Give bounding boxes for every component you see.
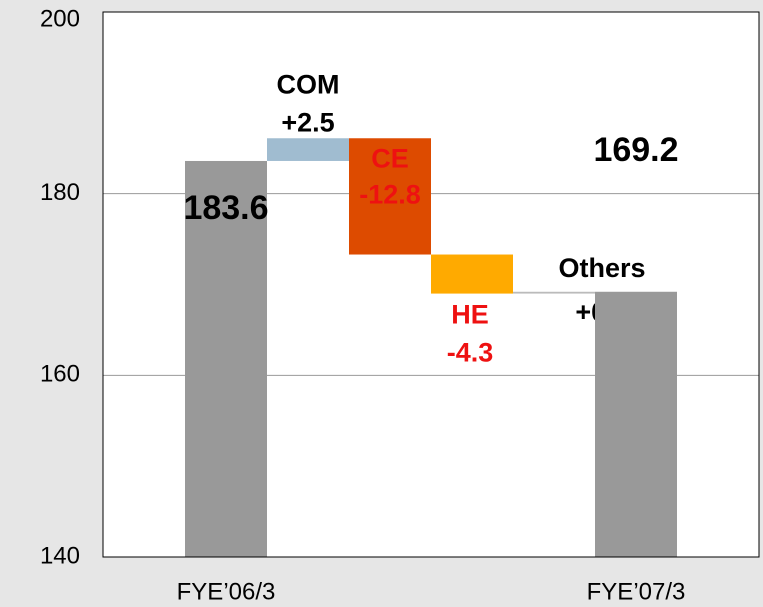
bar bbox=[267, 138, 349, 161]
bar bbox=[349, 138, 431, 255]
y-tick-label: 180 bbox=[40, 179, 80, 206]
step-label: Others bbox=[558, 253, 645, 283]
value-label: 183.6 bbox=[183, 189, 268, 227]
plot-border bbox=[102, 11, 760, 558]
step-label: HE bbox=[451, 300, 489, 330]
value-label: +2.5 bbox=[281, 107, 334, 137]
bar bbox=[431, 254, 513, 294]
bar bbox=[513, 291, 595, 294]
value-label: 169.2 bbox=[593, 131, 678, 169]
step-label: CE bbox=[371, 143, 409, 173]
y-tick-label: 160 bbox=[40, 361, 80, 388]
x-tick-label: FYE’06/3 bbox=[177, 578, 276, 605]
y-tick-label: 200 bbox=[40, 5, 80, 32]
bar bbox=[595, 291, 677, 557]
step-label: COM bbox=[277, 69, 340, 99]
value-label: -12.8 bbox=[359, 179, 421, 209]
x-tick-label: FYE’07/3 bbox=[587, 578, 686, 605]
bar bbox=[185, 160, 267, 557]
y-tick-label: 140 bbox=[40, 542, 80, 569]
value-label: -4.3 bbox=[447, 338, 494, 368]
